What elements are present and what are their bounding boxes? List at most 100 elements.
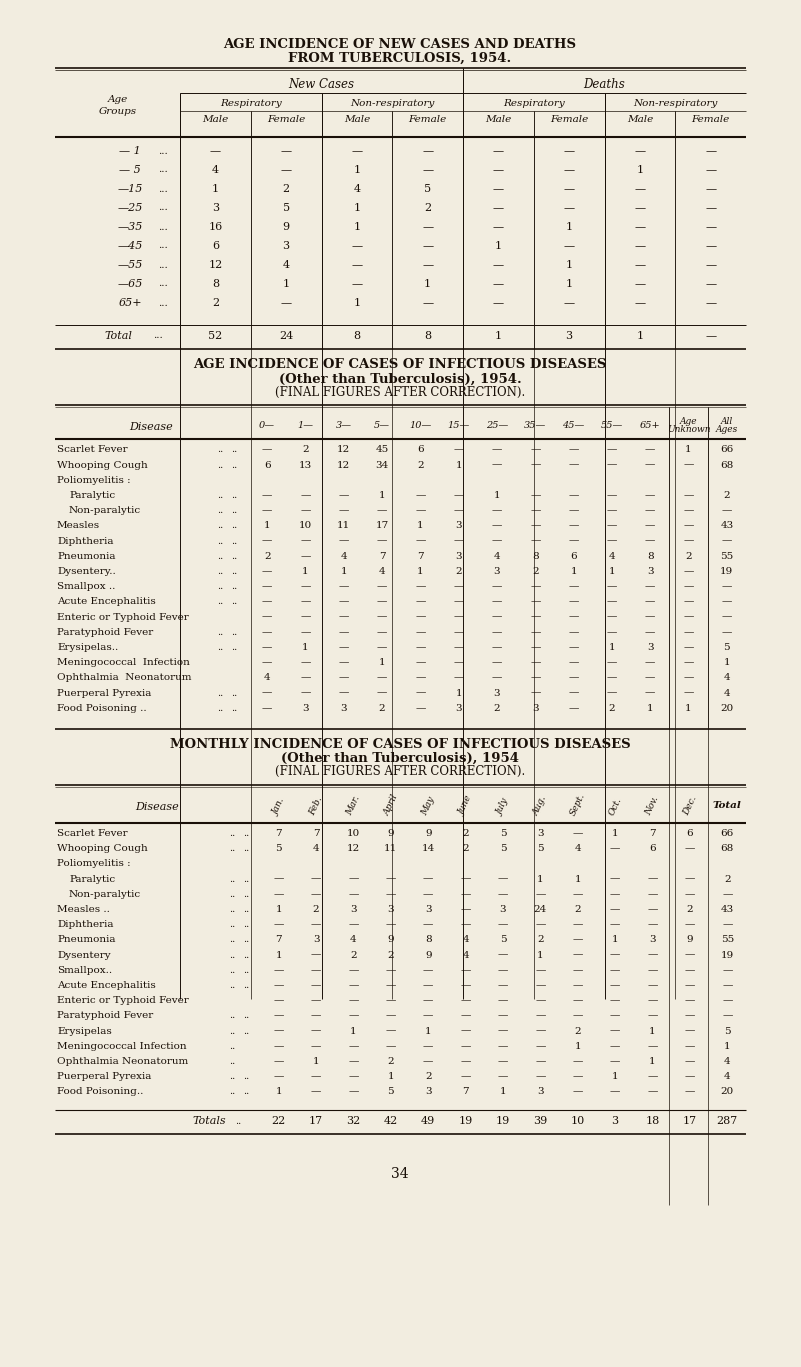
Text: 13: 13 — [299, 461, 312, 470]
Text: 34: 34 — [391, 1167, 409, 1181]
Text: 24: 24 — [279, 331, 293, 340]
Text: —: — — [647, 982, 658, 990]
Text: AGE INCIDENCE OF CASES OF INFECTIOUS DISEASES: AGE INCIDENCE OF CASES OF INFECTIOUS DIS… — [193, 358, 606, 372]
Text: ..: .. — [231, 491, 237, 500]
Text: —: — — [610, 966, 620, 975]
Text: —: — — [705, 241, 716, 252]
Text: —: — — [348, 1012, 359, 1021]
Text: —: — — [423, 920, 433, 930]
Text: ..: .. — [231, 461, 237, 470]
Text: Sept.: Sept. — [569, 791, 587, 816]
Text: Unknown: Unknown — [666, 425, 710, 435]
Text: —: — — [453, 446, 464, 454]
Text: —: — — [685, 890, 695, 899]
Text: —: — — [705, 298, 716, 308]
Text: —: — — [300, 491, 311, 500]
Text: ..: .. — [231, 627, 237, 637]
Text: 2: 2 — [417, 461, 424, 470]
Text: Ages: Ages — [716, 425, 738, 435]
Text: Erysipelas: Erysipelas — [57, 1027, 112, 1036]
Text: 4: 4 — [493, 552, 501, 560]
Text: 1: 1 — [302, 567, 308, 576]
Text: ..: .. — [243, 920, 249, 930]
Text: 7: 7 — [650, 830, 656, 838]
Text: 5—: 5— — [374, 421, 390, 431]
Text: 5: 5 — [723, 642, 731, 652]
Text: —: — — [530, 642, 541, 652]
Text: —: — — [723, 982, 732, 990]
Text: —: — — [492, 674, 502, 682]
Text: Dysentery..: Dysentery.. — [57, 567, 116, 576]
Text: 17: 17 — [309, 1117, 323, 1126]
Text: —: — — [348, 920, 359, 930]
Text: —: — — [385, 997, 396, 1005]
Text: 4: 4 — [723, 674, 731, 682]
Text: —: — — [273, 982, 284, 990]
Text: —: — — [262, 642, 272, 652]
Text: 18: 18 — [646, 1117, 660, 1126]
Text: 65+: 65+ — [119, 298, 142, 308]
Text: ..: .. — [243, 935, 249, 945]
Text: —: — — [705, 146, 716, 156]
Text: 3: 3 — [500, 905, 506, 915]
Text: —: — — [705, 185, 716, 194]
Text: Scarlet Fever: Scarlet Fever — [57, 446, 127, 454]
Text: —: — — [606, 461, 617, 470]
Text: —: — — [685, 875, 695, 883]
Text: —: — — [535, 997, 545, 1005]
Text: —: — — [683, 567, 694, 576]
Text: 1—: 1— — [297, 421, 313, 431]
Text: 3: 3 — [283, 241, 290, 252]
Text: —: — — [493, 221, 504, 232]
Text: 1: 1 — [570, 567, 577, 576]
Text: 6: 6 — [264, 461, 271, 470]
Text: 6: 6 — [650, 845, 656, 853]
Text: 12: 12 — [337, 446, 350, 454]
Text: —35: —35 — [117, 221, 143, 232]
Text: —: — — [722, 597, 732, 607]
Text: ...: ... — [158, 223, 168, 231]
Text: —: — — [683, 597, 694, 607]
Text: —: — — [610, 920, 620, 930]
Text: —: — — [530, 506, 541, 515]
Text: 3: 3 — [456, 552, 462, 560]
Text: —: — — [606, 627, 617, 637]
Text: —: — — [564, 185, 574, 194]
Text: April: April — [382, 793, 400, 816]
Text: ..: .. — [235, 1117, 241, 1125]
Text: —: — — [385, 1027, 396, 1036]
Text: —: — — [683, 642, 694, 652]
Text: —: — — [453, 597, 464, 607]
Text: 5: 5 — [500, 830, 506, 838]
Text: —: — — [569, 461, 579, 470]
Text: —: — — [415, 704, 425, 714]
Text: 8: 8 — [424, 331, 431, 340]
Text: 4: 4 — [462, 935, 469, 945]
Text: —: — — [415, 642, 425, 652]
Text: —: — — [415, 659, 425, 667]
Text: 3: 3 — [566, 331, 573, 340]
Text: 7: 7 — [462, 1088, 469, 1096]
Text: ...: ... — [158, 165, 168, 175]
Text: 35—: 35— — [524, 421, 546, 431]
Text: 5: 5 — [276, 845, 282, 853]
Text: Feb.: Feb. — [308, 794, 324, 816]
Text: 2: 2 — [264, 552, 271, 560]
Text: —: — — [461, 1057, 471, 1066]
Text: Ophthalmia  Neonatorum: Ophthalmia Neonatorum — [57, 674, 191, 682]
Text: —: — — [339, 674, 349, 682]
Text: 3: 3 — [493, 567, 501, 576]
Text: —: — — [497, 997, 508, 1005]
Text: 2: 2 — [312, 905, 320, 915]
Text: —: — — [685, 1027, 695, 1036]
Text: —: — — [685, 1057, 695, 1066]
Text: Aug.: Aug. — [532, 794, 549, 816]
Text: —: — — [634, 146, 646, 156]
Text: 1: 1 — [353, 298, 360, 308]
Text: —: — — [311, 920, 321, 930]
Text: 2: 2 — [609, 704, 615, 714]
Text: —: — — [423, 982, 433, 990]
Text: —: — — [453, 674, 464, 682]
Text: —: — — [339, 689, 349, 697]
Text: 9: 9 — [283, 221, 290, 232]
